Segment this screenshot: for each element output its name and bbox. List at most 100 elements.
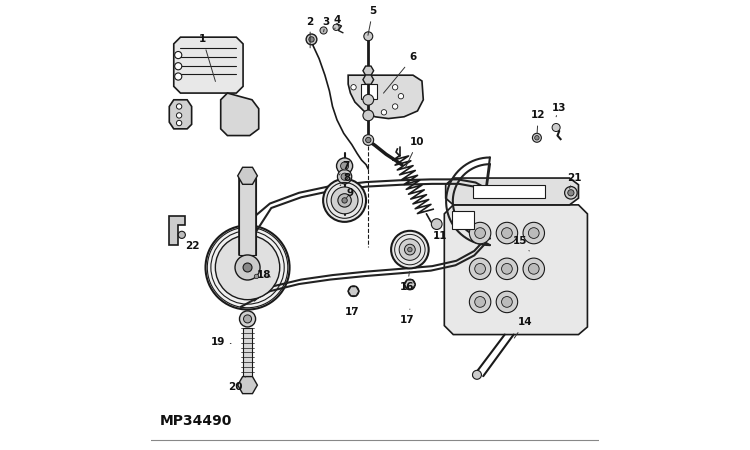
Circle shape <box>363 94 374 105</box>
Text: 18: 18 <box>256 270 272 280</box>
Circle shape <box>332 187 358 214</box>
Text: 21: 21 <box>567 173 581 189</box>
Text: 16: 16 <box>400 272 415 292</box>
Circle shape <box>244 315 251 323</box>
Text: 22: 22 <box>185 242 200 252</box>
Circle shape <box>475 228 485 238</box>
Circle shape <box>254 274 259 279</box>
Circle shape <box>470 258 490 279</box>
Text: 3: 3 <box>322 17 329 32</box>
Circle shape <box>565 187 578 199</box>
Text: 17: 17 <box>344 307 359 317</box>
Text: MP34490: MP34490 <box>160 414 232 428</box>
Circle shape <box>320 27 327 34</box>
Text: 8: 8 <box>340 173 351 186</box>
Polygon shape <box>363 75 374 84</box>
Text: 1: 1 <box>200 34 215 81</box>
Text: 9: 9 <box>346 188 354 198</box>
Circle shape <box>175 73 181 80</box>
Polygon shape <box>363 66 374 75</box>
Circle shape <box>333 24 339 31</box>
Circle shape <box>408 248 412 252</box>
Polygon shape <box>243 328 252 377</box>
Circle shape <box>348 286 359 297</box>
Circle shape <box>398 94 404 99</box>
Text: 17: 17 <box>400 309 415 325</box>
Circle shape <box>338 170 352 184</box>
Circle shape <box>239 311 256 327</box>
Circle shape <box>306 34 316 45</box>
Circle shape <box>215 235 280 300</box>
Circle shape <box>552 123 560 131</box>
Circle shape <box>392 104 398 109</box>
Circle shape <box>532 133 542 142</box>
Circle shape <box>529 228 539 238</box>
Circle shape <box>496 258 517 279</box>
Text: 12: 12 <box>531 110 545 134</box>
Text: 14: 14 <box>514 318 532 338</box>
Text: 2: 2 <box>307 17 314 48</box>
Circle shape <box>351 85 356 90</box>
Circle shape <box>470 222 490 244</box>
Circle shape <box>404 244 416 255</box>
Polygon shape <box>238 377 257 394</box>
Circle shape <box>472 370 482 379</box>
Text: 10: 10 <box>405 137 424 168</box>
Text: 7: 7 <box>339 161 350 175</box>
Circle shape <box>529 263 539 274</box>
Polygon shape <box>452 211 474 229</box>
Circle shape <box>381 110 387 115</box>
Circle shape <box>206 225 290 310</box>
Circle shape <box>523 258 544 279</box>
Circle shape <box>568 189 574 196</box>
Circle shape <box>176 120 182 126</box>
Circle shape <box>391 231 429 268</box>
Polygon shape <box>170 216 185 245</box>
Circle shape <box>175 51 181 59</box>
Circle shape <box>337 158 352 174</box>
Circle shape <box>323 179 366 222</box>
Polygon shape <box>348 287 359 296</box>
Text: 13: 13 <box>552 103 566 117</box>
Polygon shape <box>174 37 243 93</box>
Circle shape <box>535 135 539 140</box>
Circle shape <box>475 297 485 307</box>
Text: 4: 4 <box>333 15 340 29</box>
Polygon shape <box>446 178 578 205</box>
Circle shape <box>496 222 517 244</box>
Circle shape <box>523 222 544 244</box>
Circle shape <box>404 279 416 290</box>
Circle shape <box>176 113 182 118</box>
Text: 6: 6 <box>383 52 417 93</box>
Polygon shape <box>170 100 192 129</box>
Circle shape <box>243 263 252 272</box>
Circle shape <box>392 85 398 90</box>
Circle shape <box>502 228 512 238</box>
Polygon shape <box>348 75 423 118</box>
Circle shape <box>363 110 374 121</box>
Circle shape <box>235 255 260 280</box>
Circle shape <box>338 194 351 207</box>
Circle shape <box>341 173 348 180</box>
Circle shape <box>176 104 182 109</box>
FancyBboxPatch shape <box>152 1 598 449</box>
Polygon shape <box>238 167 257 184</box>
Polygon shape <box>444 205 587 334</box>
Circle shape <box>340 162 349 170</box>
Circle shape <box>475 263 485 274</box>
Circle shape <box>502 297 512 307</box>
Polygon shape <box>239 178 256 255</box>
Circle shape <box>502 263 512 274</box>
Polygon shape <box>220 93 259 135</box>
Circle shape <box>496 291 517 313</box>
Text: 15: 15 <box>513 236 529 251</box>
Circle shape <box>470 291 490 313</box>
Circle shape <box>363 135 374 145</box>
Polygon shape <box>361 84 377 99</box>
Text: 19: 19 <box>211 337 231 347</box>
Circle shape <box>309 37 314 42</box>
Text: 20: 20 <box>228 377 245 392</box>
Polygon shape <box>473 185 545 198</box>
Circle shape <box>365 137 371 143</box>
Text: 5: 5 <box>368 6 376 36</box>
